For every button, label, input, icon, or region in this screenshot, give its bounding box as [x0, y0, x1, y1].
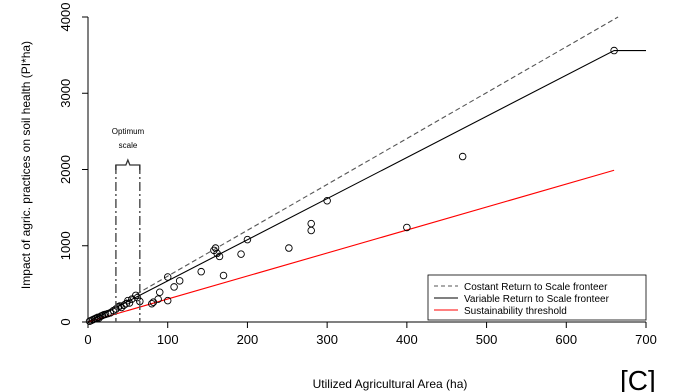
legend-box [427, 274, 647, 321]
vrs-frontier-line [87, 49, 646, 323]
data-point [148, 299, 156, 308]
x-tick-label: 0 [84, 332, 91, 347]
x-tick-label: 700 [635, 332, 657, 347]
legend-label-vrs: Variable Return to Scale fronteer [464, 294, 610, 305]
legend-label-crs: Costant Return to Scale fronteer [464, 282, 608, 293]
data-point [458, 152, 467, 161]
crs-frontier-line [87, 16, 619, 323]
data-point [117, 303, 126, 312]
data-point [109, 306, 118, 315]
x-tick-label: 200 [237, 332, 259, 347]
x-tick-label: 500 [476, 332, 498, 347]
optimum-scale-brace [115, 158, 141, 170]
axes: 0 100 200 300 400 500 600 700 0 1000 2000 3000 4000 [58, 3, 657, 347]
data-point [124, 296, 132, 305]
data-point [211, 244, 220, 252]
data-point [243, 235, 252, 244]
data-point [154, 295, 162, 303]
plot-area [85, 16, 646, 325]
data-point [307, 226, 315, 235]
data-point [610, 46, 618, 55]
data-point [155, 288, 164, 297]
x-tick-label: 300 [316, 332, 338, 347]
y-tick-label: 3000 [58, 79, 73, 108]
annotation-label-line2: scale [119, 141, 138, 150]
data-point [237, 250, 245, 258]
data-point [175, 277, 184, 285]
data-point [403, 223, 411, 232]
legend-label-sustainability: Sustainability threshold [464, 306, 567, 317]
data-point [133, 293, 142, 302]
optimum-scale-annotation: Optimum scale [112, 127, 145, 322]
y-tick-label: 4000 [58, 3, 73, 32]
data-point [128, 295, 136, 303]
data-point [163, 296, 172, 305]
sustainability-threshold-line [87, 169, 615, 323]
panel-label: [C] [620, 365, 656, 392]
x-tick-label: 600 [555, 332, 577, 347]
data-point [285, 244, 293, 252]
data-point [215, 252, 224, 261]
data-point [163, 273, 172, 281]
y-tick-label: 2000 [58, 155, 73, 184]
data-point [125, 299, 134, 307]
x-tick-label: 400 [396, 332, 418, 347]
data-point [132, 291, 140, 300]
y-axis-title: Impact of agric. practices on soil healt… [19, 41, 33, 289]
data-point [197, 267, 205, 276]
data-point [170, 283, 178, 291]
x-tick-label: 100 [157, 332, 179, 347]
annotation-label-line1: Optimum [112, 127, 145, 136]
y-tick-label: 0 [58, 318, 73, 325]
data-point [323, 197, 331, 205]
x-axis-title: Utilized Agricultural Area (ha) [313, 377, 468, 391]
legend: Costant Return to Scale fronteer Variabl… [427, 274, 647, 321]
y-tick-label: 1000 [58, 231, 73, 260]
data-point [219, 271, 228, 280]
